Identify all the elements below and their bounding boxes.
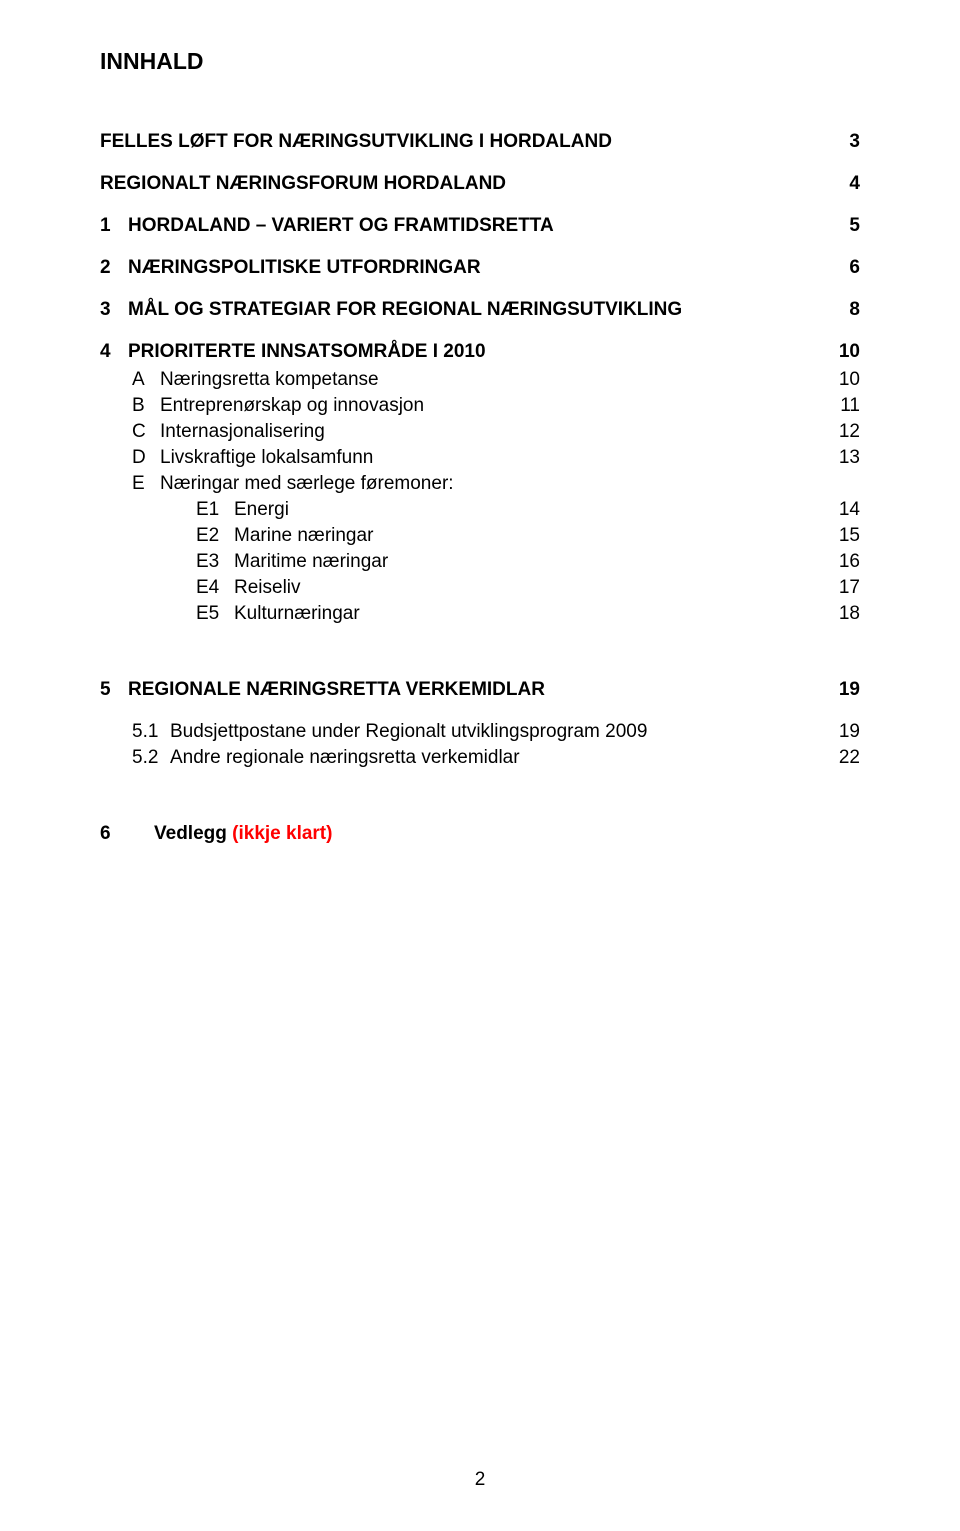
toc-entry-4E3: E3 Maritime næringar 16	[100, 551, 860, 573]
toc-label: REGIONALE NÆRINGSRETTA VERKEMIDLAR	[128, 679, 545, 701]
toc-label: Reiseliv	[234, 577, 301, 599]
toc-letter: C	[132, 421, 160, 443]
toc-left: 5.1 Budsjettpostane under Regionalt utvi…	[132, 721, 647, 743]
toc-label: NÆRINGSPOLITISKE UTFORDRINGAR	[128, 257, 481, 279]
toc-entry-4E5: E5 Kulturnæringar 18	[100, 603, 860, 625]
toc-label: REGIONALT NÆRINGSFORUM HORDALAND	[100, 173, 506, 195]
page-number: 2	[0, 1469, 960, 1491]
toc-label: Budsjettpostane under Regionalt utviklin…	[170, 721, 647, 743]
toc-label: Livskraftige lokalsamfunn	[160, 447, 373, 469]
toc-entry-6: 6 Vedlegg (ikkje klart)	[100, 823, 860, 845]
toc-entry-4B: B Entreprenørskap og innovasjon 11	[100, 395, 860, 417]
toc-left: E4 Reiseliv	[196, 577, 301, 599]
toc-entry-4A: A Næringsretta kompetanse 10	[100, 369, 860, 391]
toc-page: 13	[839, 447, 860, 469]
toc-code: E4	[196, 577, 234, 599]
toc-page: 16	[839, 551, 860, 573]
toc-num: 4	[100, 341, 128, 363]
toc-entry-4E4: E4 Reiseliv 17	[100, 577, 860, 599]
toc-page: 8	[849, 299, 860, 321]
toc-page: 18	[839, 603, 860, 625]
toc-num: 2	[100, 257, 128, 279]
toc-page: 17	[839, 577, 860, 599]
toc-left: E Næringar med særlege føremoner:	[132, 473, 454, 495]
toc-left: C Internasjonalisering	[132, 421, 325, 443]
toc-label: Entreprenørskap og innovasjon	[160, 395, 424, 417]
toc-label-prefix: Vedlegg	[154, 823, 232, 844]
toc-letter: B	[132, 395, 160, 417]
toc-code: E3	[196, 551, 234, 573]
toc-entry-4C: C Internasjonalisering 12	[100, 421, 860, 443]
toc-left: E1 Energi	[196, 499, 289, 521]
toc-page: 15	[839, 525, 860, 547]
toc-num: 6	[100, 823, 154, 845]
toc-code: 5.2	[132, 747, 170, 769]
toc-label-red: (ikkje klart)	[232, 823, 332, 844]
toc-label-composite: Vedlegg (ikkje klart)	[154, 823, 332, 845]
toc-left: D Livskraftige lokalsamfunn	[132, 447, 373, 469]
toc-num: 3	[100, 299, 128, 321]
toc-page: 5	[849, 215, 860, 237]
toc-label: FELLES LØFT FOR NÆRINGSUTVIKLING I HORDA…	[100, 131, 612, 153]
toc-letter: E	[132, 473, 160, 495]
toc-left: E5 Kulturnæringar	[196, 603, 360, 625]
toc-left: 1 HORDALAND – VARIERT OG FRAMTIDSRETTA	[100, 215, 554, 237]
toc-page: 12	[839, 421, 860, 443]
toc-left: A Næringsretta kompetanse	[132, 369, 379, 391]
toc-label: PRIORITERTE INNSATSOMRÅDE I 2010	[128, 341, 486, 363]
toc-entry-2: 2 NÆRINGSPOLITISKE UTFORDRINGAR 6	[100, 257, 860, 279]
toc-label: Næringar med særlege føremoner:	[160, 473, 454, 495]
toc-left: 4 PRIORITERTE INNSATSOMRÅDE I 2010	[100, 341, 486, 363]
toc-label: Næringsretta kompetanse	[160, 369, 379, 391]
toc-entry-regionalt: REGIONALT NÆRINGSFORUM HORDALAND 4	[100, 173, 860, 195]
toc-left: 6 Vedlegg (ikkje klart)	[100, 823, 332, 845]
toc-left: 3 MÅL OG STRATEGIAR FOR REGIONAL NÆRINGS…	[100, 299, 682, 321]
toc-left: 2 NÆRINGSPOLITISKE UTFORDRINGAR	[100, 257, 481, 279]
toc-letter: D	[132, 447, 160, 469]
toc-letter: A	[132, 369, 160, 391]
toc-left: 5 REGIONALE NÆRINGSRETTA VERKEMIDLAR	[100, 679, 545, 701]
toc-page: 4	[849, 173, 860, 195]
toc-page: 22	[839, 747, 860, 769]
toc-page: 19	[839, 721, 860, 743]
toc-label: Maritime næringar	[234, 551, 388, 573]
toc-left: E3 Maritime næringar	[196, 551, 388, 573]
toc-page: 3	[849, 131, 860, 153]
toc-entry-5: 5 REGIONALE NÆRINGSRETTA VERKEMIDLAR 19	[100, 679, 860, 701]
toc-page: 14	[839, 499, 860, 521]
toc-num: 1	[100, 215, 128, 237]
toc-num: 5	[100, 679, 128, 701]
toc-entry-1: 1 HORDALAND – VARIERT OG FRAMTIDSRETTA 5	[100, 215, 860, 237]
toc-label: Kulturnæringar	[234, 603, 360, 625]
toc-label: HORDALAND – VARIERT OG FRAMTIDSRETTA	[128, 215, 554, 237]
toc-label: Energi	[234, 499, 289, 521]
toc-label: MÅL OG STRATEGIAR FOR REGIONAL NÆRINGSUT…	[128, 299, 682, 321]
toc-label: Andre regionale næringsretta verkemidlar	[170, 747, 520, 769]
toc-code: E5	[196, 603, 234, 625]
toc-code: E2	[196, 525, 234, 547]
toc-entry-4E1: E1 Energi 14	[100, 499, 860, 521]
toc-code: 5.1	[132, 721, 170, 743]
toc-entry-5-2: 5.2 Andre regionale næringsretta verkemi…	[100, 747, 860, 769]
toc-code: E1	[196, 499, 234, 521]
toc-entry-4D: D Livskraftige lokalsamfunn 13	[100, 447, 860, 469]
toc-left: E2 Marine næringar	[196, 525, 373, 547]
toc-entry-5-1: 5.1 Budsjettpostane under Regionalt utvi…	[100, 721, 860, 743]
toc-entry-4: 4 PRIORITERTE INNSATSOMRÅDE I 2010 10	[100, 341, 860, 363]
toc-entry-felles: FELLES LØFT FOR NÆRINGSUTVIKLING I HORDA…	[100, 131, 860, 153]
toc-entry-3: 3 MÅL OG STRATEGIAR FOR REGIONAL NÆRINGS…	[100, 299, 860, 321]
toc-left: 5.2 Andre regionale næringsretta verkemi…	[132, 747, 520, 769]
toc-entry-4E: E Næringar med særlege føremoner:	[100, 473, 860, 495]
document-page: INNHALD FELLES LØFT FOR NÆRINGSUTVIKLING…	[0, 0, 960, 1531]
toc-label: Internasjonalisering	[160, 421, 325, 443]
toc-page: 10	[839, 369, 860, 391]
toc-entry-4E2: E2 Marine næringar 15	[100, 525, 860, 547]
toc-page: 10	[839, 341, 860, 363]
page-title: INNHALD	[100, 48, 860, 75]
toc-page: 6	[849, 257, 860, 279]
toc-left: B Entreprenørskap og innovasjon	[132, 395, 424, 417]
toc-page: 11	[840, 395, 860, 417]
toc-label: Marine næringar	[234, 525, 373, 547]
toc-page: 19	[839, 679, 860, 701]
